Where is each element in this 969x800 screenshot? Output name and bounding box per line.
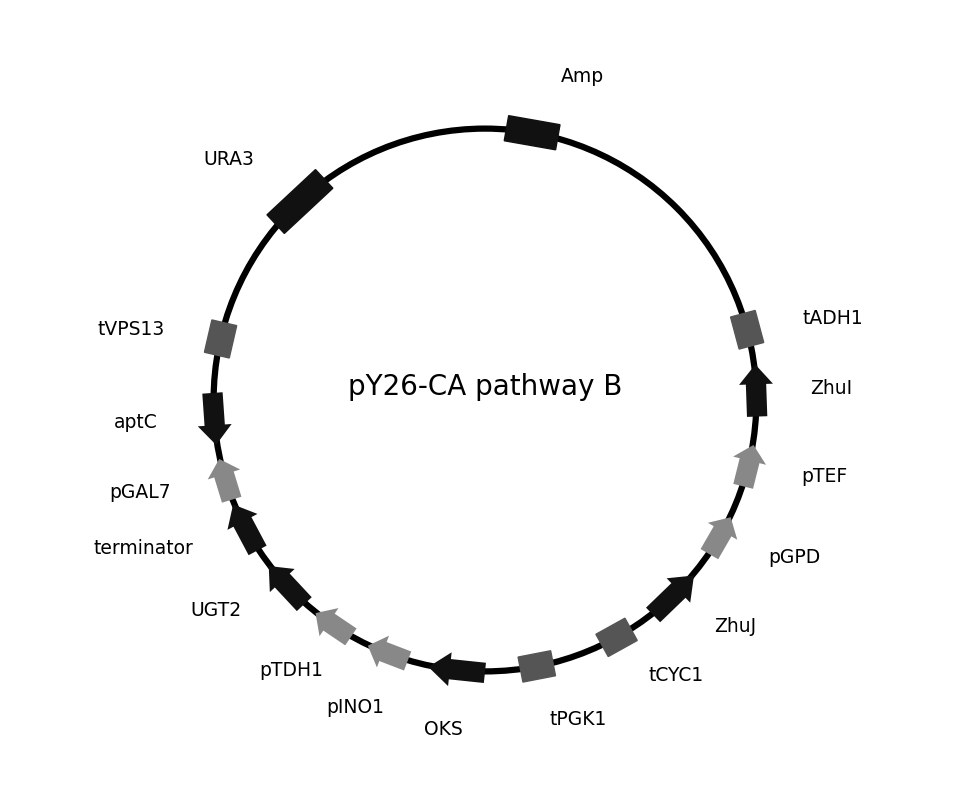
Text: tVPS13: tVPS13 bbox=[98, 319, 165, 338]
Text: tPGK1: tPGK1 bbox=[548, 710, 607, 730]
Text: pTEF: pTEF bbox=[800, 467, 847, 486]
Text: tCYC1: tCYC1 bbox=[647, 666, 703, 686]
Text: OKS: OKS bbox=[423, 719, 462, 738]
Polygon shape bbox=[367, 636, 411, 670]
Polygon shape bbox=[738, 365, 772, 417]
Polygon shape bbox=[198, 392, 232, 445]
Polygon shape bbox=[227, 505, 266, 555]
Text: UGT2: UGT2 bbox=[190, 602, 241, 621]
Text: pTDH1: pTDH1 bbox=[260, 661, 324, 679]
Polygon shape bbox=[504, 116, 559, 150]
Polygon shape bbox=[315, 608, 357, 646]
Polygon shape bbox=[733, 445, 766, 489]
Text: URA3: URA3 bbox=[203, 150, 254, 169]
Text: aptC: aptC bbox=[113, 413, 157, 431]
Text: tADH1: tADH1 bbox=[801, 309, 862, 328]
Polygon shape bbox=[428, 652, 485, 686]
Text: pINO1: pINO1 bbox=[326, 698, 384, 717]
Text: pGPD: pGPD bbox=[767, 548, 820, 567]
Polygon shape bbox=[595, 618, 637, 657]
Polygon shape bbox=[204, 320, 236, 358]
Text: pY26-CA pathway B: pY26-CA pathway B bbox=[348, 374, 621, 402]
Text: terminator: terminator bbox=[94, 538, 194, 558]
Polygon shape bbox=[700, 518, 736, 559]
Text: ZhuJ: ZhuJ bbox=[713, 618, 756, 637]
Text: pGAL7: pGAL7 bbox=[109, 482, 171, 502]
Polygon shape bbox=[730, 310, 763, 349]
Text: ZhuI: ZhuI bbox=[810, 379, 852, 398]
Polygon shape bbox=[517, 650, 555, 682]
Text: Amp: Amp bbox=[560, 67, 604, 86]
Polygon shape bbox=[268, 566, 311, 611]
Polygon shape bbox=[207, 459, 241, 502]
Polygon shape bbox=[645, 575, 693, 622]
Polygon shape bbox=[266, 170, 332, 234]
